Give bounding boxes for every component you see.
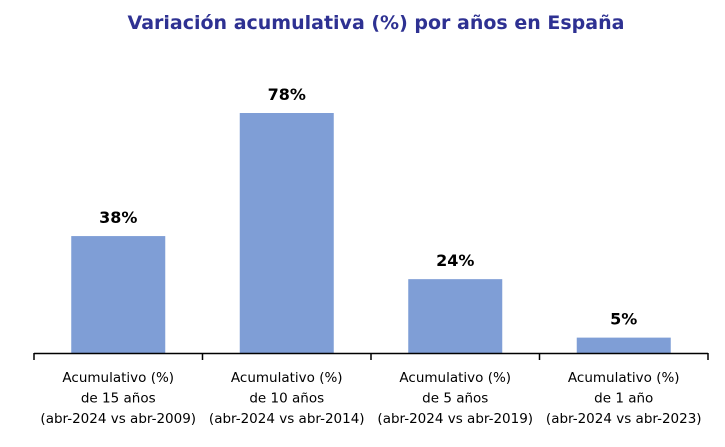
data-label: 24% xyxy=(436,251,474,270)
x-tick-label: (abr-2024 vs abr-2014) xyxy=(209,411,365,427)
bar xyxy=(576,337,671,353)
x-tick-label: Acumulativo (%) xyxy=(568,370,680,386)
x-tick-label: (abr-2024 vs abr-2009) xyxy=(40,411,196,427)
chart-title: Variación acumulativa (%) por años en Es… xyxy=(128,12,625,34)
x-tick-label: de 5 años xyxy=(422,391,488,407)
bar xyxy=(71,236,166,353)
data-label: 5% xyxy=(610,310,637,329)
x-tick-label: de 10 años xyxy=(249,391,324,407)
data-label: 38% xyxy=(99,208,137,227)
x-tick-label: Acumulativo (%) xyxy=(62,370,174,386)
x-tick-label: de 1 año xyxy=(594,391,653,407)
data-label: 78% xyxy=(268,85,306,104)
x-tick-label: (abr-2024 vs abr-2023) xyxy=(546,411,702,427)
x-tick-label: (abr-2024 vs abr-2019) xyxy=(377,411,533,427)
x-tick-label: de 15 años xyxy=(81,391,156,407)
bar xyxy=(239,113,334,353)
bar xyxy=(408,279,503,353)
x-tick-label: Acumulativo (%) xyxy=(231,370,343,386)
x-tick-label: Acumulativo (%) xyxy=(399,370,511,386)
